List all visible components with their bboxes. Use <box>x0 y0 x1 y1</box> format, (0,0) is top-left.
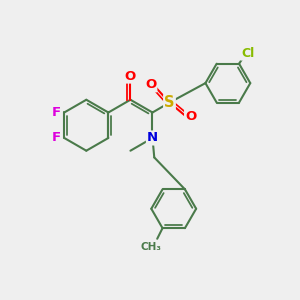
Text: O: O <box>185 110 196 123</box>
Text: O: O <box>125 70 136 83</box>
Text: Cl: Cl <box>241 46 254 60</box>
Text: F: F <box>52 131 61 145</box>
Text: F: F <box>52 106 61 119</box>
Text: CH₃: CH₃ <box>140 242 161 252</box>
Text: N: N <box>147 131 158 145</box>
Text: S: S <box>164 95 175 110</box>
Text: O: O <box>145 78 156 92</box>
